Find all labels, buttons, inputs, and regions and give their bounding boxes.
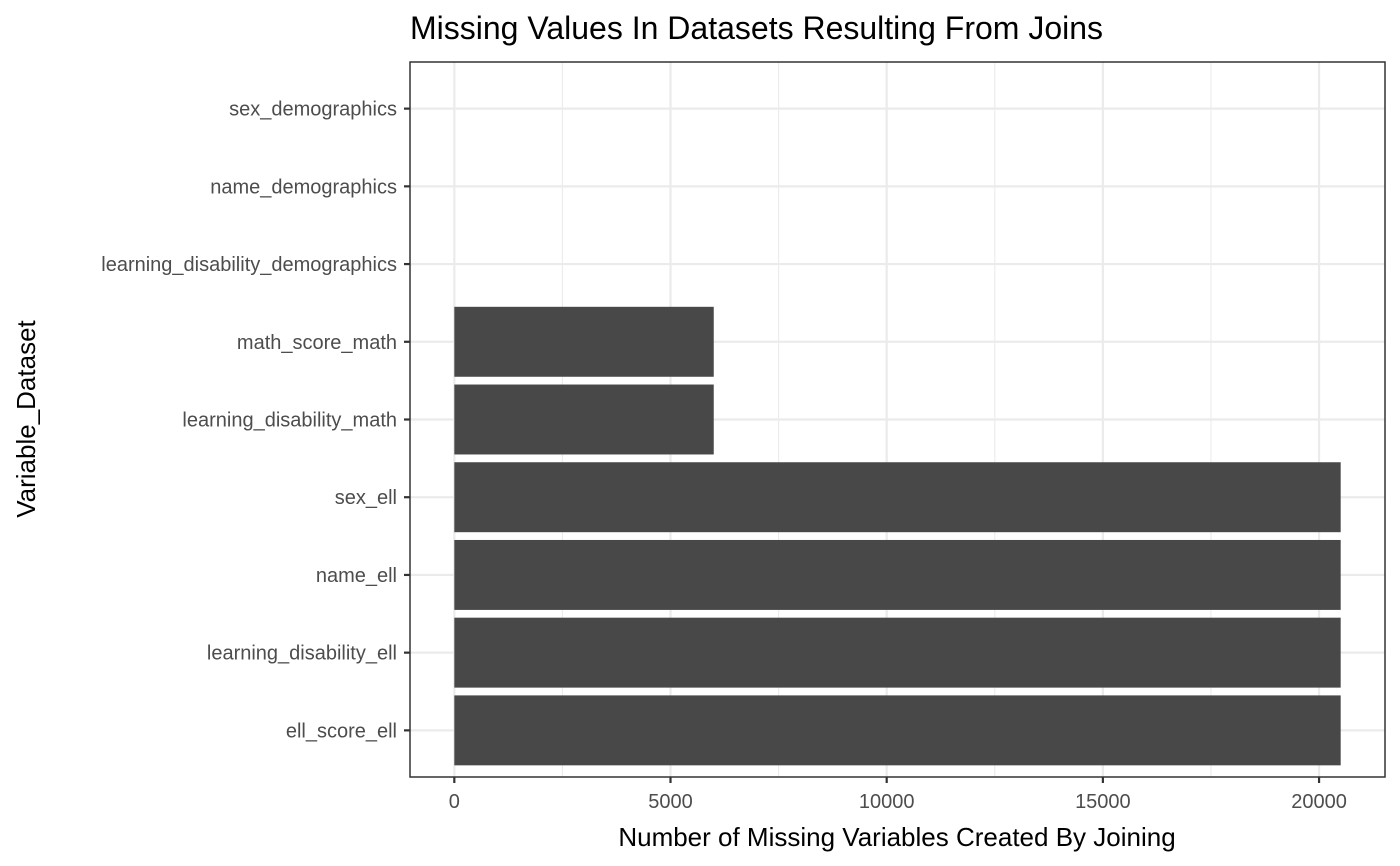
bar-ell_score_ell [454, 695, 1341, 766]
x-tick-label: 20000 [1291, 791, 1347, 813]
bar-learning_disability_ell [454, 617, 1341, 688]
bar-math_score_math [454, 306, 714, 377]
x-axis-title: Number of Missing Variables Created By J… [618, 822, 1175, 852]
y-tick-label: sex_ell [335, 487, 397, 509]
x-tick-label: 15000 [1075, 791, 1131, 813]
x-tick-label: 0 [449, 791, 460, 813]
bars [454, 306, 1341, 766]
y-tick-label: learning_disability_ell [207, 643, 397, 665]
y-tick-label: ell_score_ell [286, 720, 397, 742]
x-tick-label: 5000 [648, 791, 693, 813]
bar-sex_ell [454, 462, 1341, 533]
y-tick-label: learning_disability_demographics [101, 254, 397, 276]
bar-name_ell [454, 539, 1341, 610]
y-tick-label: sex_demographics [229, 99, 397, 121]
chart-title: Missing Values In Datasets Resulting Fro… [410, 10, 1103, 46]
y-tick-label: name_ell [316, 565, 397, 587]
x-axis: 0 5000 10000 15000 20000 [449, 777, 1347, 813]
y-tick-label: math_score_math [237, 332, 397, 354]
y-axis: ell_score_ell learning_disability_ell name… [101, 99, 410, 742]
x-tick-label: 10000 [859, 791, 915, 813]
y-axis-title: Variable_Dataset [11, 319, 41, 517]
y-tick-label: learning_disability_math [182, 410, 397, 432]
y-tick-label: name_demographics [210, 176, 397, 198]
bar-learning_disability_math [454, 384, 714, 455]
